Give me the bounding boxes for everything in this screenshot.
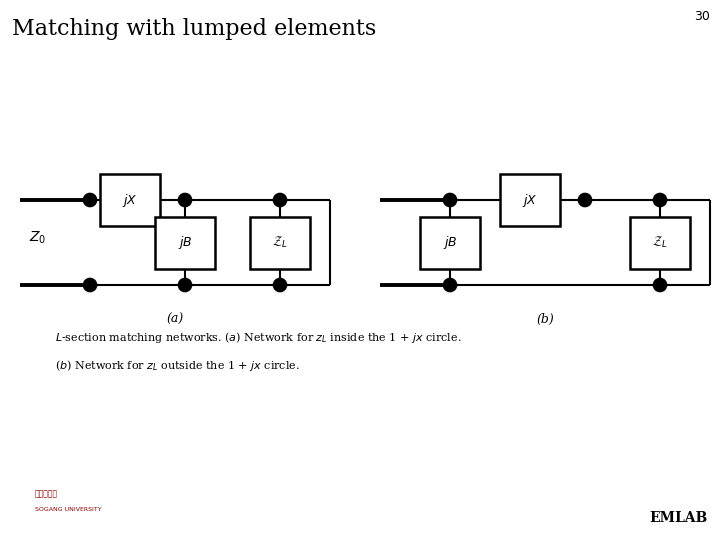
Circle shape xyxy=(654,193,667,206)
Circle shape xyxy=(84,279,96,292)
Text: 30: 30 xyxy=(694,10,710,23)
Circle shape xyxy=(578,193,592,206)
Text: ($b$) Network for $z_L$ outside the 1 + $jx$ circle.: ($b$) Network for $z_L$ outside the 1 + … xyxy=(55,358,300,373)
Text: $L$-section matching networks. ($a$) Network for $z_L$ inside the 1 + $jx$ circl: $L$-section matching networks. ($a$) Net… xyxy=(55,330,462,345)
Circle shape xyxy=(444,279,456,292)
Text: $\mathcal{Z}_L$: $\mathcal{Z}_L$ xyxy=(272,235,288,250)
Text: $jB$: $jB$ xyxy=(443,234,457,251)
Text: SOGANG UNIVERSITY: SOGANG UNIVERSITY xyxy=(35,507,102,512)
Bar xyxy=(630,217,690,268)
Circle shape xyxy=(84,193,96,206)
Circle shape xyxy=(179,193,192,206)
Bar xyxy=(100,174,160,226)
Circle shape xyxy=(274,193,287,206)
Bar xyxy=(500,174,560,226)
Text: (a): (a) xyxy=(166,313,184,326)
Text: $jX$: $jX$ xyxy=(122,192,138,208)
Circle shape xyxy=(274,279,287,292)
Bar xyxy=(250,217,310,268)
Text: $\mathcal{Z}_L$: $\mathcal{Z}_L$ xyxy=(652,235,668,250)
Bar xyxy=(420,217,480,268)
Text: 서강대학교: 서강대학교 xyxy=(35,489,58,498)
Circle shape xyxy=(654,279,667,292)
Text: $Z_0$: $Z_0$ xyxy=(30,230,47,246)
Text: Matching with lumped elements: Matching with lumped elements xyxy=(12,18,377,40)
Circle shape xyxy=(444,193,456,206)
Text: $jB$: $jB$ xyxy=(178,234,192,251)
Text: (b): (b) xyxy=(536,313,554,326)
Bar xyxy=(155,217,215,268)
Circle shape xyxy=(179,279,192,292)
Text: EMLAB: EMLAB xyxy=(649,511,708,525)
Text: $jX$: $jX$ xyxy=(522,192,538,208)
